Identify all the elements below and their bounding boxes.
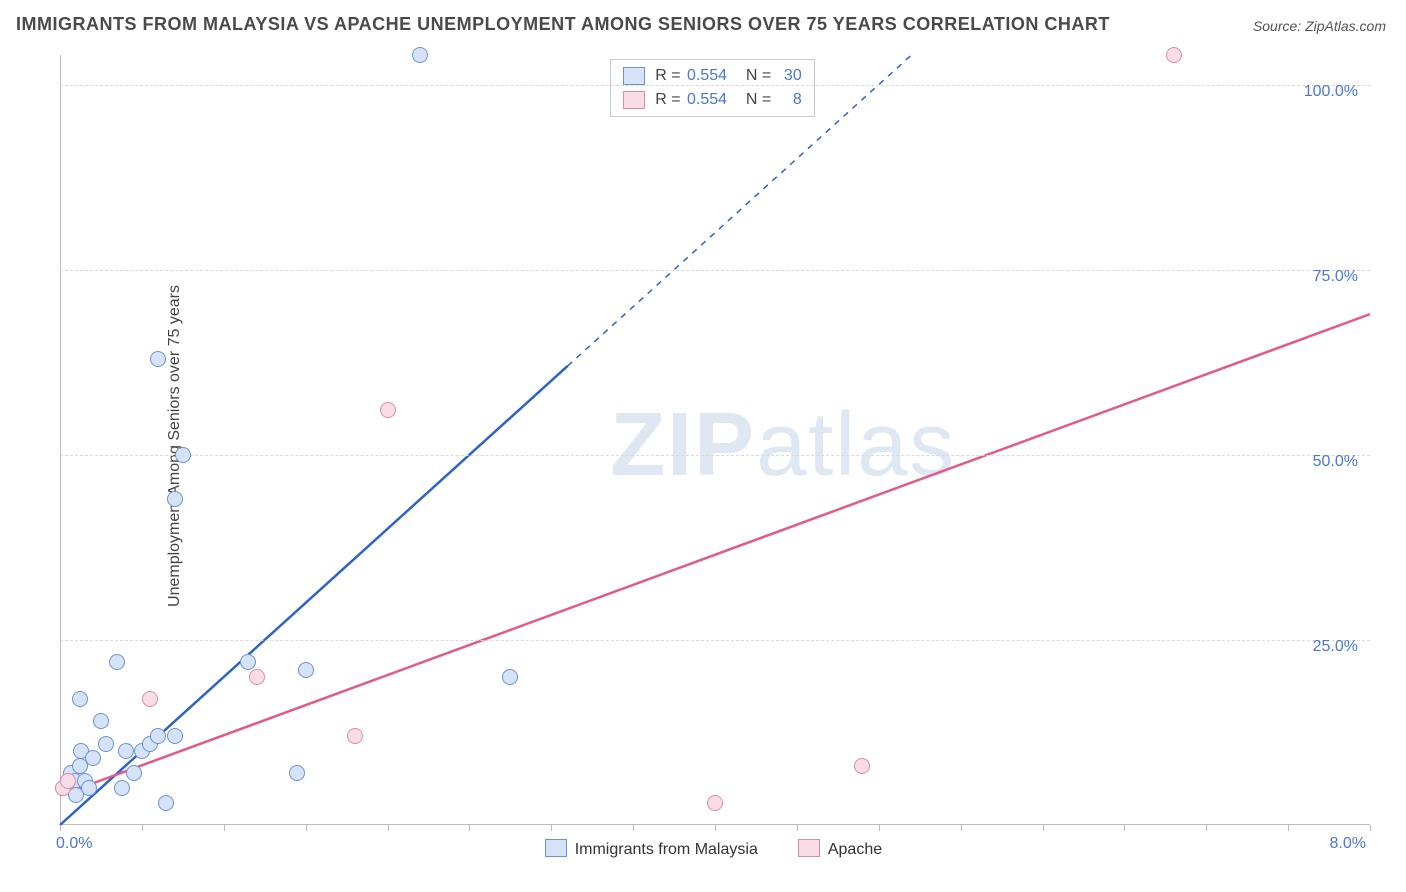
data-point-s1 — [289, 765, 305, 781]
legend-swatch — [623, 67, 645, 85]
legend-swatch — [545, 839, 567, 857]
legend-series: Immigrants from Malaysia Apache — [545, 839, 882, 859]
y-tick-label: 25.0% — [1313, 638, 1358, 656]
data-point-s1 — [109, 654, 125, 670]
data-point-s2 — [1166, 47, 1182, 63]
legend-swatch — [798, 839, 820, 857]
gridline — [60, 85, 1370, 86]
gridline — [60, 270, 1370, 271]
data-point-s1 — [150, 728, 166, 744]
legend-swatch — [623, 91, 645, 109]
x-tick — [224, 825, 225, 831]
legend-r-label: R = 0.554 — [655, 88, 727, 112]
data-point-s2 — [347, 728, 363, 744]
x-tick — [1043, 825, 1044, 831]
data-point-s1 — [240, 654, 256, 670]
data-point-s2 — [60, 773, 76, 789]
x-tick — [469, 825, 470, 831]
data-point-s1 — [158, 795, 174, 811]
data-point-s1 — [118, 743, 134, 759]
x-tick — [1288, 825, 1289, 831]
x-tick — [1206, 825, 1207, 831]
data-point-s2 — [380, 402, 396, 418]
chart-title: IMMIGRANTS FROM MALAYSIA VS APACHE UNEMP… — [16, 14, 1110, 35]
x-tick — [551, 825, 552, 831]
data-point-s1 — [93, 713, 109, 729]
legend-series-item: Apache — [798, 839, 882, 859]
x-tick — [715, 825, 716, 831]
data-point-s2 — [142, 691, 158, 707]
y-tick-label: 50.0% — [1313, 453, 1358, 471]
data-point-s2 — [249, 669, 265, 685]
x-tick — [60, 825, 61, 831]
x-tick-label: 0.0% — [56, 835, 92, 853]
y-tick-label: 100.0% — [1304, 83, 1358, 101]
x-tick — [388, 825, 389, 831]
gridline — [60, 640, 1370, 641]
data-point-s1 — [114, 780, 130, 796]
legend-series-item: Immigrants from Malaysia — [545, 839, 758, 859]
data-point-s1 — [298, 662, 314, 678]
data-point-s2 — [707, 795, 723, 811]
scatter-plot-area: ZIPatlas R = 0.554 N = 30R = 0.554 N = 8… — [60, 55, 1370, 825]
x-tick — [1124, 825, 1125, 831]
trend-line-s2 — [60, 314, 1370, 795]
data-point-s1 — [167, 728, 183, 744]
x-tick — [961, 825, 962, 831]
legend-stats-box: R = 0.554 N = 30R = 0.554 N = 8 — [610, 59, 815, 117]
data-point-s1 — [81, 780, 97, 796]
x-tick — [306, 825, 307, 831]
x-tick — [1370, 825, 1371, 831]
data-point-s1 — [412, 47, 428, 63]
data-point-s1 — [126, 765, 142, 781]
legend-n-label: N = 8 — [737, 88, 802, 112]
source-attribution: Source: ZipAtlas.com — [1253, 18, 1386, 34]
data-point-s1 — [502, 669, 518, 685]
y-tick-label: 75.0% — [1313, 268, 1358, 286]
legend-stat-row: R = 0.554 N = 8 — [623, 88, 802, 112]
data-point-s1 — [85, 750, 101, 766]
x-tick — [633, 825, 634, 831]
data-point-s2 — [854, 758, 870, 774]
x-tick — [797, 825, 798, 831]
trend-lines-layer — [60, 55, 1370, 825]
data-point-s1 — [150, 351, 166, 367]
x-tick — [142, 825, 143, 831]
x-tick — [879, 825, 880, 831]
data-point-s1 — [72, 691, 88, 707]
data-point-s1 — [98, 736, 114, 752]
gridline — [60, 455, 1370, 456]
data-point-s1 — [175, 447, 191, 463]
data-point-s1 — [167, 491, 183, 507]
x-tick-label: 8.0% — [1330, 835, 1366, 853]
